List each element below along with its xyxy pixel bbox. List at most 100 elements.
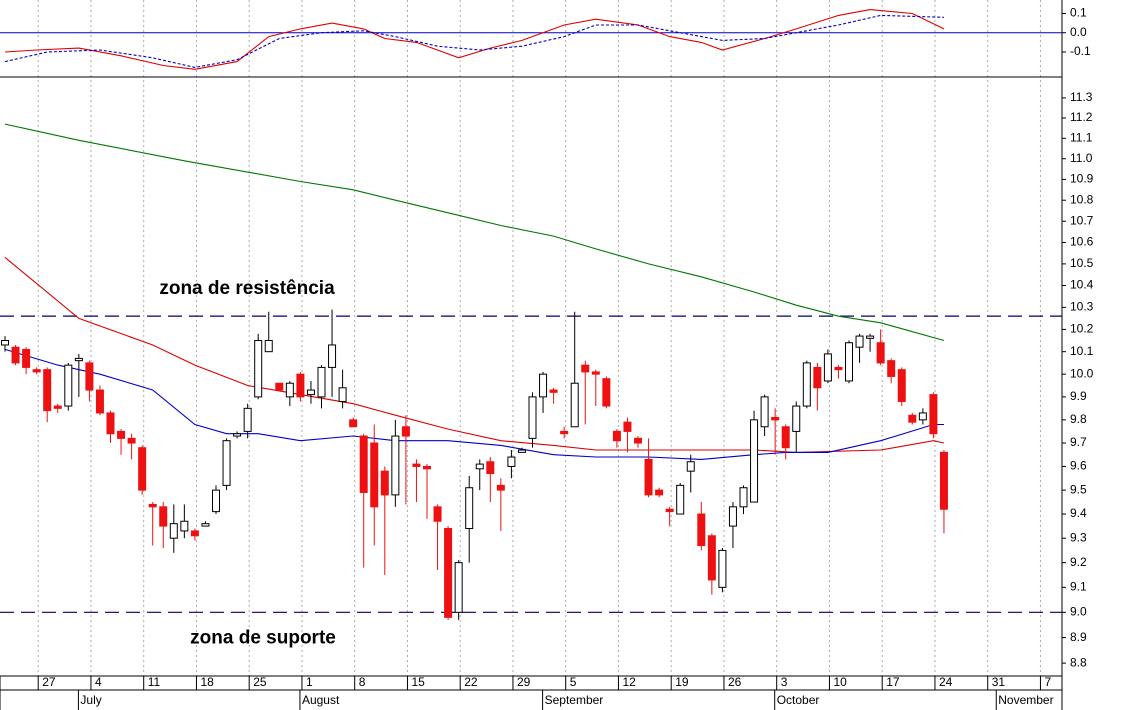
- candle-body: [401, 426, 410, 437]
- candle-body: [380, 470, 389, 496]
- candle-body: [834, 366, 843, 371]
- candle-body: [507, 456, 516, 467]
- candle-body: [169, 523, 178, 539]
- y-tick-label: 11.0: [1070, 151, 1093, 165]
- candle-body: [897, 369, 906, 402]
- candle-body: [750, 419, 759, 503]
- y-tick-label: 10.7: [1070, 213, 1094, 227]
- candle-body: [665, 508, 674, 513]
- candle-body: [349, 419, 358, 428]
- candle-body: [612, 430, 621, 442]
- y-tick-label: 8.9: [1070, 630, 1087, 644]
- candle-body: [655, 489, 664, 496]
- x-tick-label: 15: [411, 675, 425, 689]
- candle-body: [254, 340, 263, 398]
- candle-body: [127, 437, 136, 444]
- y-tick-label: 11.1: [1070, 130, 1093, 144]
- x-tick-label: 31: [992, 675, 1006, 689]
- candle-body: [359, 435, 368, 493]
- candle-body: [623, 421, 632, 432]
- candle-body: [918, 412, 927, 421]
- candle-body: [285, 382, 294, 398]
- line: [4, 9, 945, 70]
- x-tick-label: 5: [570, 675, 577, 689]
- candle-body: [634, 437, 642, 444]
- x-tick-label: 24: [939, 675, 953, 689]
- candle-body: [106, 412, 115, 435]
- x-tick-label: 19: [675, 675, 689, 689]
- candle-body: [423, 465, 431, 470]
- candle-body: [391, 435, 400, 496]
- y-tick-label: 10.9: [1070, 172, 1094, 186]
- candle-body: [22, 348, 31, 368]
- candle-body: [138, 447, 147, 491]
- month-label: November: [998, 693, 1053, 707]
- candle-body: [728, 506, 737, 527]
- candle-body: [771, 417, 780, 421]
- y-tick-label: 9.9: [1070, 389, 1087, 403]
- month-label: September: [545, 693, 604, 707]
- candle-body: [328, 344, 337, 368]
- y-tick-label: 10.5: [1070, 256, 1094, 270]
- candle-body: [1, 340, 9, 346]
- y-tick-label: 10.0: [1070, 366, 1094, 380]
- candle-body: [222, 440, 231, 486]
- candle-body: [275, 382, 284, 391]
- y-tick-label: 10.4: [1070, 278, 1094, 292]
- y-tick-label: 11.2: [1070, 110, 1093, 124]
- candle-body: [296, 373, 305, 398]
- x-tick-label: 1: [306, 675, 313, 689]
- candle-body: [264, 340, 273, 353]
- y-tick-label: 9.7: [1070, 435, 1087, 449]
- candle-body: [306, 389, 315, 396]
- y-tick-label: 9.4: [1070, 506, 1087, 520]
- candle-body: [823, 353, 832, 382]
- candle-body: [370, 442, 379, 508]
- x-tick-label: 29: [517, 675, 531, 689]
- candle-body: [760, 396, 769, 428]
- candle-body: [148, 503, 157, 508]
- y-tick-label: 11.3: [1070, 90, 1093, 104]
- candle-body: [201, 523, 210, 527]
- line: [4, 348, 944, 460]
- y-tick-label: 0.0: [1070, 25, 1087, 39]
- candle-body: [570, 382, 579, 428]
- annotation: zona de resistência: [159, 278, 335, 299]
- x-tick-label: 10: [833, 675, 847, 689]
- y-tick-label: -0.1: [1070, 44, 1091, 58]
- candle-body: [581, 364, 590, 373]
- candle-body: [855, 335, 864, 348]
- x-tick-label: 4: [95, 675, 102, 689]
- y-tick-label: 9.5: [1070, 482, 1087, 496]
- y-tick-label: 10.2: [1070, 322, 1094, 336]
- x-tick-label: 7: [1044, 675, 1051, 689]
- candle-body: [85, 362, 94, 391]
- candle-body: [32, 369, 41, 373]
- candle-body: [602, 378, 611, 407]
- x-tick-label: 12: [622, 675, 636, 689]
- candle-body: [802, 362, 811, 407]
- candle-body: [454, 562, 463, 613]
- x-tick-label: 22: [464, 675, 478, 689]
- candle-body: [233, 433, 242, 437]
- candle-body: [866, 335, 875, 339]
- candle-body: [908, 414, 917, 423]
- y-tick-label: 9.6: [1070, 459, 1087, 473]
- y-tick-label: 10.6: [1070, 235, 1094, 249]
- candle-body: [517, 449, 526, 453]
- x-tick-label: 17: [886, 675, 900, 689]
- candle-body: [190, 530, 199, 537]
- candle-body: [317, 366, 326, 398]
- candle-body: [792, 405, 801, 432]
- candle-body: [644, 458, 653, 496]
- candle-body: [718, 549, 727, 588]
- candle-body: [243, 407, 252, 432]
- line: [4, 14, 945, 68]
- y-tick-label: 9.2: [1070, 555, 1087, 569]
- candle-body: [159, 506, 168, 527]
- candle-body: [528, 396, 537, 439]
- candle-body: [338, 387, 347, 402]
- candle-body: [707, 535, 716, 581]
- candle-body: [212, 489, 220, 513]
